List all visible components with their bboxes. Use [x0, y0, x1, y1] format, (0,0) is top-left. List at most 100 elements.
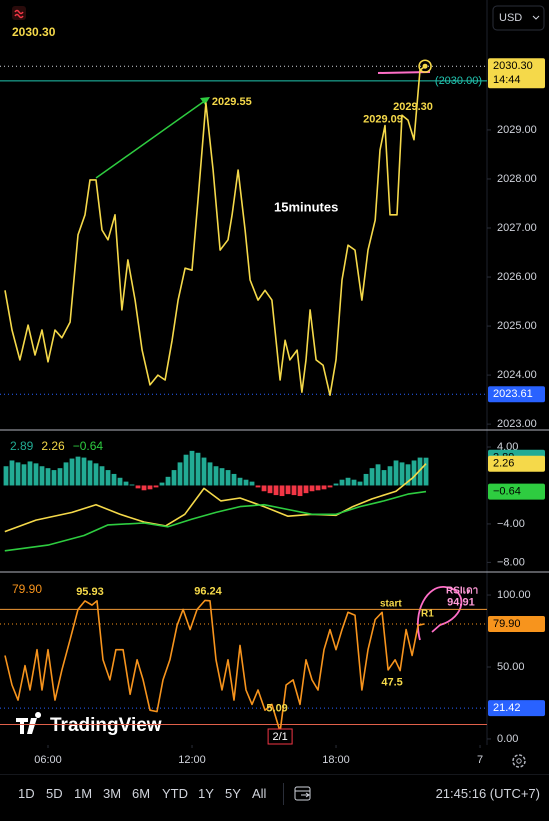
annotation: 96.24 — [194, 585, 222, 597]
histogram-bar — [57, 468, 63, 486]
histogram-bar — [99, 466, 105, 486]
currency-label[interactable]: USD — [499, 12, 522, 24]
x-tick-label: 7 — [477, 754, 483, 766]
histogram-bar — [231, 473, 237, 486]
histogram-bar — [333, 483, 339, 486]
text-annotation: 15minutes — [274, 199, 338, 214]
histogram-bar — [279, 485, 285, 497]
x-tick-label: 12:00 — [178, 754, 206, 766]
current-value-tag-bg — [488, 615, 545, 632]
current-value-tag: 79.90 — [493, 618, 521, 630]
price-line-tag-bg — [488, 386, 545, 403]
text-annotation: R1 — [421, 609, 434, 620]
histogram-bar — [201, 457, 207, 486]
header-value: 2.26 — [41, 439, 65, 453]
y-tick-label: 0.00 — [497, 733, 518, 745]
current-price-tag-bg — [488, 58, 545, 89]
histogram-bar — [351, 479, 357, 486]
histogram-bar — [213, 466, 219, 486]
histogram-bar — [327, 485, 333, 488]
range-button[interactable]: All — [252, 786, 267, 801]
calendar[interactable] — [294, 786, 311, 801]
symbol-icon-glyph — [14, 9, 24, 19]
histogram-bar — [153, 485, 159, 488]
clock: 21:45:16 (UTC+7) — [435, 786, 540, 801]
indicator-line — [4, 490, 427, 552]
series-last-tag: −0.64 — [493, 486, 521, 498]
histogram-bar — [105, 470, 111, 486]
settings-button[interactable] — [512, 754, 526, 768]
histogram-bar — [147, 485, 153, 490]
range-button[interactable]: 5Y — [225, 786, 241, 801]
range-button[interactable]: 3M — [103, 786, 122, 801]
histogram-bar — [135, 485, 141, 489]
histogram-bar — [345, 477, 351, 486]
histogram-bar — [417, 457, 423, 486]
histogram-bar — [219, 468, 225, 486]
histogram-bar — [393, 460, 399, 486]
data-line — [4, 599, 425, 733]
histogram-bar — [87, 460, 93, 486]
series-last-tag-bg — [488, 455, 545, 472]
histogram-bar — [273, 485, 279, 496]
range-button[interactable]: YTD — [162, 786, 188, 801]
histogram-bar — [33, 463, 39, 486]
series-last-tag: 2.26 — [493, 458, 514, 470]
histogram-bar — [243, 479, 249, 486]
annotation: 5.09 — [266, 703, 287, 715]
annotation: 2029.30 — [393, 101, 433, 113]
current-price-tag: 2030.30 — [493, 60, 533, 72]
histogram-bar — [285, 485, 291, 495]
histogram-bar — [159, 482, 165, 486]
histogram-bar — [63, 462, 69, 486]
gear-icon[interactable] — [512, 754, 526, 768]
text-annotation: RSIเดา — [446, 586, 478, 597]
range-button[interactable]: 1Y — [198, 786, 214, 801]
y-tick-label: 2024.00 — [497, 369, 537, 381]
last-point-dot — [422, 63, 428, 69]
y-tick-label: 50.00 — [497, 661, 525, 673]
gear-hub[interactable] — [516, 758, 522, 764]
histogram-bar — [381, 470, 387, 486]
range-button[interactable]: 6M — [132, 786, 151, 801]
series-last-tag-bg — [488, 483, 545, 500]
dropdown-chevron[interactable] — [532, 15, 540, 20]
histogram-bar — [183, 454, 189, 486]
histogram-bar — [9, 460, 15, 486]
histogram-bar — [171, 470, 177, 486]
histogram-bar — [405, 464, 411, 486]
date-range-svg[interactable] — [292, 783, 314, 803]
date-range-icon[interactable] — [292, 783, 314, 803]
histogram-bar — [291, 485, 297, 496]
histogram-bar — [69, 458, 75, 486]
histogram-bar — [123, 481, 129, 486]
date-marker: 2/1 — [272, 731, 287, 743]
histogram-bar — [249, 481, 255, 486]
currency-dropdown[interactable]: USD — [492, 5, 545, 31]
histogram-bar — [255, 485, 261, 488]
dropdown-box[interactable] — [492, 5, 545, 31]
price-line-tag-bg — [488, 700, 545, 717]
histogram-bar — [195, 452, 201, 486]
calendar-arrow[interactable] — [301, 792, 310, 798]
histogram-bar — [363, 473, 369, 486]
x-tick-label: 18:00 — [322, 754, 350, 766]
indicator-line — [4, 463, 427, 533]
histogram-bar — [387, 466, 393, 486]
y-tick-label: −4.00 — [497, 518, 525, 530]
histogram-bar — [321, 485, 327, 490]
last-point — [418, 59, 432, 73]
histogram-bar — [39, 466, 45, 486]
histogram-bar — [411, 460, 417, 486]
brand-logo: TradingView — [16, 712, 162, 736]
range-button[interactable]: 1D — [18, 786, 35, 801]
range-button[interactable]: 1M — [74, 786, 93, 801]
histogram-bar — [267, 485, 273, 494]
range-button[interactable]: 5D — [46, 786, 63, 801]
histogram-bar — [129, 484, 135, 486]
trend-arrow — [95, 99, 207, 179]
y-tick-label: 2029.00 — [497, 124, 537, 136]
y-tick-label: 2025.00 — [497, 320, 537, 332]
header-price: 2030.30 — [12, 25, 56, 39]
histogram-bar — [375, 464, 381, 486]
